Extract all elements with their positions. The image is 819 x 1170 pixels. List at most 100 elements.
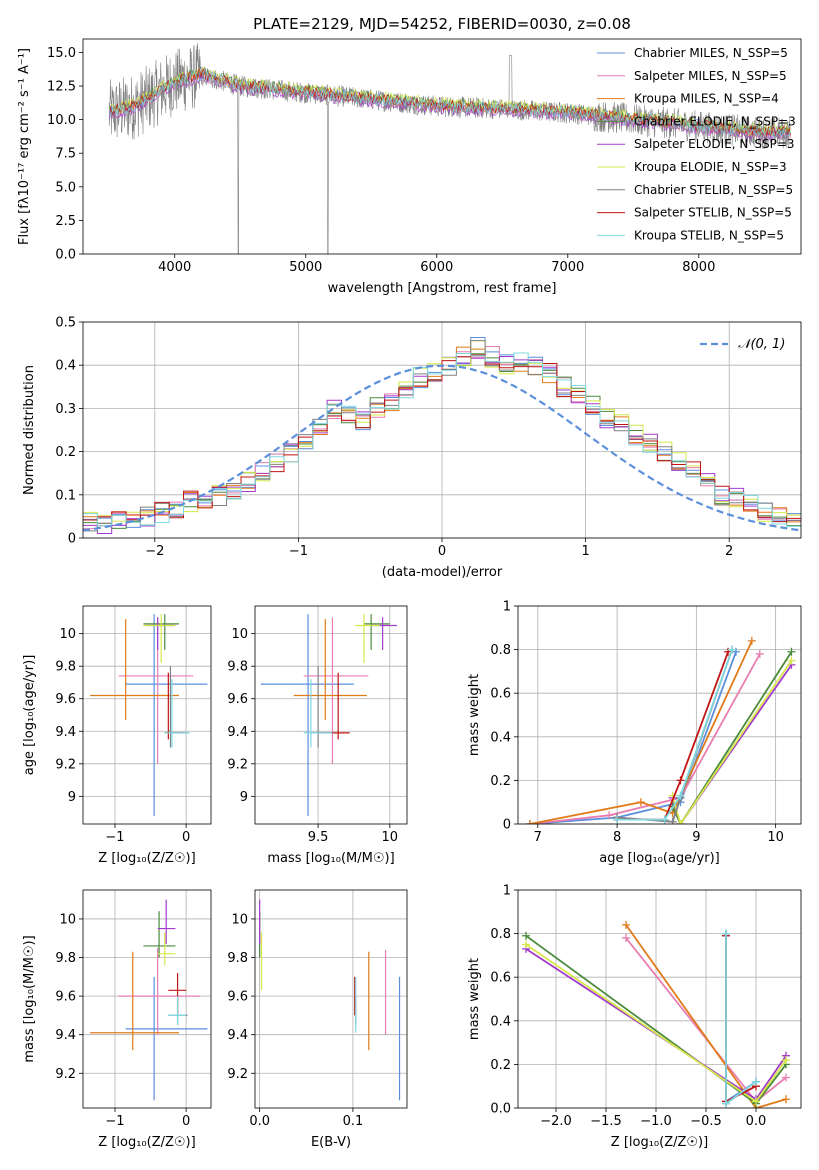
y-tick-label: 9.4 xyxy=(55,1028,76,1043)
x-tick-label: 8000 xyxy=(682,260,715,275)
x-axis-label: mass [log₁₀(M/M☉)] xyxy=(267,851,394,866)
chart-age-vs-mass: 9.5 10 9 9.2 9.4 9.6 9.8 10 mass [log₁₀(M/M☉)] xyxy=(227,605,408,866)
y-tick-label: 9.8 xyxy=(227,660,248,675)
data-point-marker xyxy=(755,649,764,658)
y-tick-label: 9 xyxy=(68,790,76,805)
x-axis-label: Z [log₁₀(Z/Z☉)] xyxy=(98,851,195,866)
data-point-marker xyxy=(787,656,796,665)
model-series-line xyxy=(108,71,791,139)
x-tick-label: 0.0 xyxy=(249,1114,270,1129)
data-point-marker xyxy=(636,798,645,807)
chart-legend: Chabrier MILES, N_SSP=5 Salpeter MILES, N… xyxy=(597,46,796,242)
y-tick-label: 9.6 xyxy=(55,692,76,707)
data-point-marker xyxy=(782,1073,790,1082)
y-tick-label: 0 xyxy=(68,532,76,547)
legend-entry: Chabrier STELIB, N_SSP=5 xyxy=(634,183,793,197)
x-tick-label: 10 xyxy=(767,830,784,845)
y-tick-label: 1 xyxy=(503,884,511,899)
y-tick-label: 0.8 xyxy=(490,643,511,658)
data-point-marker xyxy=(676,776,685,785)
y-tick-label: 9.8 xyxy=(55,951,76,966)
y-tick-label: 9.8 xyxy=(227,951,248,966)
data-point-marker xyxy=(605,811,614,820)
weight-series-line xyxy=(725,935,757,1104)
legend-entry: 𝒩(0, 1) xyxy=(738,337,785,352)
data-point-marker xyxy=(522,931,530,940)
y-tick-label: 10.0 xyxy=(47,113,76,128)
plot-frame xyxy=(517,889,802,1109)
data-point-marker xyxy=(622,920,630,929)
x-tick-label: −1.5 xyxy=(590,1114,622,1129)
y-tick-label: 10 xyxy=(59,627,76,642)
x-tick-label: −1 xyxy=(105,1114,124,1129)
chart-weight-vs-z: −2.0 −1.5 −1.0 −0.5 0.0 0.0 0.2 0.4 0.6 0.8 1 Z [lo… xyxy=(467,884,802,1150)
weight-series-line xyxy=(529,653,761,824)
x-tick-label: −1 xyxy=(105,830,124,845)
weight-series-line xyxy=(529,651,737,824)
y-axis-label: Normed distribution xyxy=(22,365,37,495)
plot-frame xyxy=(82,38,802,255)
legend-entry: Chabrier ELODIE, N_SSP=3 xyxy=(634,114,796,128)
y-tick-label: 10 xyxy=(231,912,248,927)
model-series-line xyxy=(108,70,791,139)
plot-area xyxy=(259,899,401,1101)
y-tick-label: 0.1 xyxy=(55,488,76,503)
y-tick-label: 0.4 xyxy=(55,359,76,374)
y-tick-label: 0.2 xyxy=(490,1058,511,1073)
legend-entry: Salpeter MILES, N_SSP=5 xyxy=(634,69,787,83)
plot-area xyxy=(108,43,791,254)
histogram-step xyxy=(83,352,801,527)
plot-area xyxy=(522,920,790,1108)
plot-frame xyxy=(82,605,212,825)
x-axis-label: E(B-V) xyxy=(311,1135,351,1150)
data-point-marker xyxy=(622,933,630,942)
x-tick-label: 2 xyxy=(725,544,733,559)
legend-entry: Kroupa MILES, N_SSP=4 xyxy=(634,92,779,106)
y-tick-label: 10 xyxy=(59,912,76,927)
normal-curve-line xyxy=(83,364,801,532)
x-tick-label: 0.0 xyxy=(746,1114,767,1129)
weight-series-line xyxy=(529,640,753,824)
y-tick-label: 9.8 xyxy=(55,660,76,675)
y-tick-label: 0.5 xyxy=(55,316,76,331)
x-tick-label: 1 xyxy=(581,544,589,559)
data-point-marker xyxy=(722,1099,730,1108)
plot-frame xyxy=(82,889,212,1109)
weight-series-line xyxy=(625,924,787,1108)
legend-entry: Kroupa ELODIE, N_SSP=3 xyxy=(634,160,787,174)
chart-age-vs-z: −1 0 9 9.2 9.4 9.6 9.8 10 Z [log₁₀(Z/Z☉)] age [lo… xyxy=(22,605,212,866)
y-tick-label: 9.4 xyxy=(227,725,248,740)
x-tick-label: 9.5 xyxy=(308,830,329,845)
x-axis-label: Z [log₁₀(Z/Z☉)] xyxy=(98,1135,195,1150)
y-axis-label: mass weight xyxy=(467,958,482,1040)
y-tick-label: 9.6 xyxy=(227,692,248,707)
data-point-marker xyxy=(668,817,677,824)
y-tick-label: 7.5 xyxy=(55,147,76,162)
y-tick-label: 9.4 xyxy=(227,1028,248,1043)
x-tick-label: −2 xyxy=(145,544,164,559)
y-tick-label: 5.0 xyxy=(55,180,76,195)
x-axis-label: age [log₁₀(age/yr)] xyxy=(599,851,720,866)
data-point-marker xyxy=(752,1097,760,1106)
x-tick-label: 7000 xyxy=(551,260,584,275)
x-tick-label: 0 xyxy=(438,544,446,559)
x-tick-label: 9 xyxy=(692,830,700,845)
y-tick-label: 9.2 xyxy=(227,757,248,772)
chart-mass-vs-ebv: 0.0 0.1 9.2 9.4 9.6 9.8 10 E(B-V) xyxy=(227,889,408,1150)
weight-series-line xyxy=(617,649,733,821)
y-tick-label: 0.4 xyxy=(490,730,511,745)
y-tick-label: 0.4 xyxy=(490,1014,511,1029)
y-tick-label: 2.5 xyxy=(55,214,76,229)
y-tick-label: 9 xyxy=(240,790,248,805)
legend-entry: Salpeter ELODIE, N_SSP=3 xyxy=(634,137,795,151)
x-tick-label: 7 xyxy=(534,830,542,845)
weight-series-line xyxy=(725,935,757,1103)
y-axis-label: Flux [fλ10⁻¹⁷ erg cm⁻² s⁻¹ A⁻¹] xyxy=(17,48,32,245)
y-tick-label: 0.8 xyxy=(490,927,511,942)
y-tick-label: 9.6 xyxy=(227,990,248,1005)
data-point-marker xyxy=(676,820,685,824)
y-tick-label: 9.2 xyxy=(227,1067,248,1082)
data-point-marker xyxy=(787,647,796,656)
plot-frame xyxy=(254,605,408,825)
